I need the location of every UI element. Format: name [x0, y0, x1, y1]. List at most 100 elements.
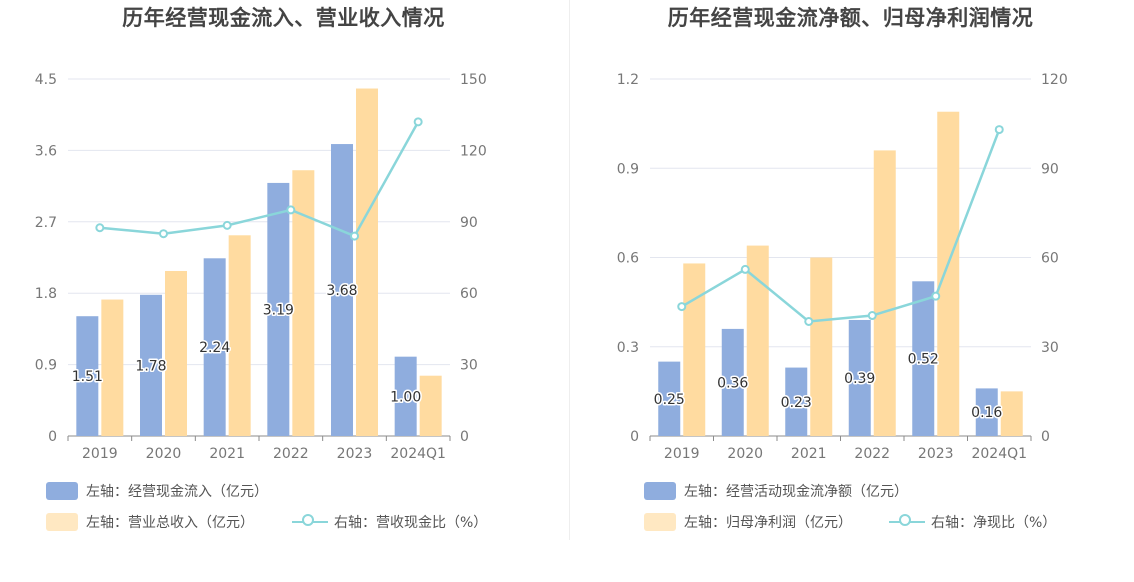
legend-bar-swatch: [644, 513, 676, 531]
legend: 左轴：经营活动现金流净额（亿元） 左轴：归母净利润（亿元） 右轴：净现比（%）: [567, 478, 1134, 548]
line-point: [95, 223, 105, 233]
y-right-tick-label: 30: [460, 358, 478, 374]
data-label: 0.36: [717, 375, 748, 391]
data-label: 0.16: [971, 405, 1002, 421]
legend-item-revenue[interactable]: 左轴：营业总收入（亿元）: [46, 512, 254, 532]
line-point: [350, 231, 359, 241]
bar: [848, 319, 871, 436]
y-right-tick-label: 150: [460, 72, 487, 88]
x-tick-label: 2024Q1: [390, 446, 446, 462]
line-point: [222, 220, 232, 230]
legend: 左轴：经营现金流入（亿元） 左轴：营业总收入（亿元） 右轴：营收现金比（%）: [0, 478, 567, 548]
bar: [683, 263, 706, 436]
bar: [101, 299, 124, 436]
chart-panel-right: 历年经营现金流净额、归母净利润情况 0 0.3 0.6 0.9 1.2 0 30 60 90 12…: [567, 0, 1134, 582]
bar: [292, 170, 315, 436]
y-right-tick-label: 60: [1041, 251, 1059, 267]
legend-label: 右轴：营收现金比（%）: [334, 515, 488, 531]
bar: [228, 235, 251, 436]
x-tick-label: 2021: [791, 446, 827, 462]
bar: [140, 294, 162, 436]
x-tick-label: 2019: [664, 446, 700, 462]
x-tick-label: 2022: [854, 446, 890, 462]
y-left-tick-label: 0.9: [35, 358, 57, 374]
y-left-tick-label: 3.6: [35, 143, 57, 159]
chart-panel-left: 历年经营现金流入、营业收入情况 0 0.9 1.8 2.7 3.6 4.5 0 30 60 90 1…: [0, 6, 567, 548]
panel-divider: [569, 0, 570, 540]
y-right-tick-label: 0: [1041, 429, 1050, 445]
y-left-tick-label: 0.9: [617, 161, 639, 177]
chart-group: 0 0.3 0.6 0.9 1.2 0 30 60 90 120 2019 2020 2021 2022 2…: [617, 72, 1068, 462]
data-label: 1.00: [390, 389, 421, 405]
data-label: 1.78: [135, 358, 166, 374]
legend-line-swatch: [889, 513, 925, 531]
bar: [419, 375, 442, 436]
legend-item-net-profit[interactable]: 左轴：归母净利润（亿元）: [644, 512, 852, 532]
bar: [394, 356, 417, 436]
x-tick-label: 2023: [337, 446, 373, 462]
line-point: [159, 229, 168, 239]
line-point: [286, 205, 296, 215]
y-right-tick-label: 120: [460, 143, 487, 159]
legend-item-cash-inflow[interactable]: 左轴：经营现金流入（亿元）: [46, 481, 268, 501]
legend-label: 左轴：经营活动现金流净额（亿元）: [684, 484, 908, 500]
series-line: [681, 129, 1001, 323]
y-left-tick-label: 4.5: [35, 72, 57, 88]
data-label: 3.68: [326, 283, 357, 299]
bar: [912, 281, 935, 436]
line-point: [413, 117, 423, 127]
legend-item-net-cash-flow[interactable]: 左轴：经营活动现金流净额（亿元）: [644, 481, 908, 501]
legend-label: 左轴：营业总收入（亿元）: [86, 515, 254, 531]
bar: [331, 144, 353, 436]
data-label: 2.24: [199, 340, 230, 356]
bar: [267, 182, 290, 436]
chart-plot-area: 0 0.9 1.8 2.7 3.6 4.5 0 30 60 90 120 150 2019 2020 202…: [35, 72, 487, 462]
line-point: [740, 264, 750, 274]
bar: [658, 361, 681, 436]
line-point: [804, 316, 814, 326]
x-tick-label: 2019: [82, 446, 118, 462]
y-left-tick-label: 1.2: [617, 72, 639, 88]
legend-bar-swatch: [46, 513, 78, 531]
y-right-tick-label: 30: [1041, 340, 1059, 356]
y-left-tick-label: 2.7: [35, 215, 57, 231]
chart-title: 历年经营现金流净额、归母净利润情况: [667, 6, 1034, 30]
line-point: [994, 125, 1004, 135]
series-line: [99, 121, 420, 238]
line-point: [867, 311, 877, 321]
x-tick-label: 2020: [727, 446, 763, 462]
y-right-tick-label: 90: [460, 215, 478, 231]
y-left-tick-label: 0: [630, 429, 639, 445]
y-right-tick-label: 120: [1041, 72, 1068, 88]
x-tick-label: 2021: [209, 446, 245, 462]
y-right-tick-label: 60: [460, 286, 478, 302]
bar: [721, 328, 744, 436]
bar: [873, 150, 896, 436]
legend-bar-swatch: [644, 482, 676, 500]
chart-title: 历年经营现金流入、营业收入情况: [122, 6, 445, 30]
legend-label: 右轴：净现比（%）: [931, 515, 1057, 531]
bar: [1000, 391, 1023, 436]
y-left-tick-label: 0.6: [617, 251, 639, 267]
bar: [937, 111, 960, 436]
legend-label: 左轴：经营现金流入（亿元）: [86, 484, 268, 500]
data-label: 0.23: [781, 395, 812, 411]
y-left-tick-label: 0.3: [617, 340, 639, 356]
bar: [785, 367, 808, 436]
y-right-tick-label: 0: [460, 429, 469, 445]
legend-label: 左轴：归母净利润（亿元）: [684, 515, 852, 531]
x-tick-label: 2022: [273, 446, 309, 462]
line-point: [677, 302, 687, 312]
chart-group: 0 0.9 1.8 2.7 3.6 4.5 0 30 60 90 120 150 2019 2020 202…: [35, 72, 487, 462]
x-tick-label: 2020: [146, 446, 182, 462]
x-tick-label: 2023: [918, 446, 954, 462]
bar: [810, 257, 833, 436]
legend-item-net-cash-ratio[interactable]: 右轴：净现比（%）: [889, 512, 1056, 532]
data-label: 0.39: [844, 371, 875, 387]
data-label: 1.51: [72, 369, 103, 385]
data-label: 0.52: [908, 352, 939, 368]
bar: [746, 245, 769, 436]
legend-item-ratio[interactable]: 右轴：营收现金比（%）: [292, 512, 487, 532]
data-label: 0.25: [654, 392, 685, 408]
legend-bar-swatch: [46, 482, 78, 500]
